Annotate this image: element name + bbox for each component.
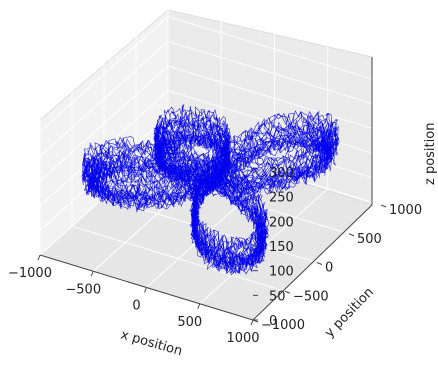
y-tick-label: −500	[293, 289, 329, 304]
trajectory-loop	[90, 124, 331, 259]
grid-line-z	[39, 16, 382, 133]
x-tick-mark	[144, 287, 147, 293]
z-axis-label: z position	[423, 123, 438, 185]
x-tick-mark	[37, 254, 41, 261]
y-axis-line	[252, 204, 373, 321]
trajectory-loop	[90, 130, 332, 267]
y-tick-label: 0	[325, 261, 333, 276]
z-ticks: 0 50 100 150 200 250 300	[253, 166, 294, 329]
y-axis-label: y position	[322, 285, 377, 341]
y-tick-mark	[348, 233, 355, 237]
x-tick-label: −1000	[8, 266, 52, 281]
x-tick-mark	[90, 271, 94, 277]
y-tick-mark	[284, 290, 291, 294]
grid-line-z	[39, 65, 382, 182]
grid-line-z	[39, 114, 382, 231]
x-tick-mark	[250, 319, 254, 326]
z-tick-label: 150	[269, 240, 294, 255]
y-tick-label: 500	[357, 232, 382, 247]
x-ticks: −1000 −500 0 500 1000	[8, 254, 260, 346]
z-tick-label: 300	[269, 166, 294, 181]
x-tick-label: 1000	[226, 331, 259, 346]
z-tick-label: 100	[269, 265, 294, 280]
y-tick-mark	[380, 204, 387, 208]
y-tick-mark	[316, 262, 323, 265]
z-tick-label: 0	[269, 314, 277, 329]
y-tick-label: 1000	[389, 203, 422, 218]
z-tick-label: 200	[269, 215, 294, 230]
x-tick-mark	[197, 303, 201, 309]
x-tick-label: 0	[132, 299, 140, 314]
grid-line-z	[39, 0, 382, 108]
x-tick-label: −500	[65, 282, 101, 297]
trajectory-loop	[88, 110, 333, 250]
y-tick-label: −1000	[261, 318, 305, 333]
z-tick-label: 250	[269, 191, 294, 206]
x-axis-label: x position	[119, 327, 184, 359]
trajectory-series	[81, 103, 340, 276]
trajectory-loop	[94, 114, 325, 252]
x-tick-label: 500	[177, 315, 202, 330]
z-tick-label: 50	[269, 289, 286, 304]
grid-line-z	[39, 40, 382, 157]
